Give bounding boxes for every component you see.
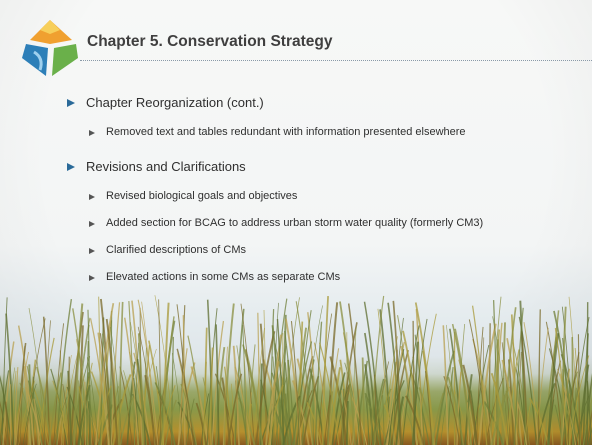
grass-blade [347,401,348,445]
logo [20,18,80,80]
sub-bullet-marker [89,275,95,281]
slide: Chapter 5. Conservation Strategy Chapter… [0,0,592,445]
grass-blade [119,302,123,445]
sub-bullet-marker [89,221,95,227]
grass-blade [145,375,155,445]
slide-title: Chapter 5. Conservation Strategy [87,33,332,51]
bullet-text: Chapter Reorganization (cont.) [86,95,264,110]
bullet-marker [67,99,75,107]
sub-bullet-marker [89,248,95,254]
sub-bullet-text: Revised biological goals and objectives [106,189,531,204]
grass-blade [432,393,443,445]
sub-bullet-marker [89,194,95,200]
grass-blade [383,395,385,445]
sub-bullet-marker [89,130,95,136]
sub-bullet-text: Clarified descriptions of CMs [106,243,531,258]
sub-bullet-text: Removed text and tables redundant with i… [106,125,531,140]
title-rule [80,60,592,61]
grass-background [0,290,592,445]
bullet-marker [67,163,75,171]
sub-bullet-text: Added section for BCAG to address urban … [106,216,531,231]
sub-bullet-text: Elevated actions in some CMs as separate… [106,270,531,285]
grass-blade [538,309,540,445]
bullet-text: Revisions and Clarifications [86,159,246,174]
